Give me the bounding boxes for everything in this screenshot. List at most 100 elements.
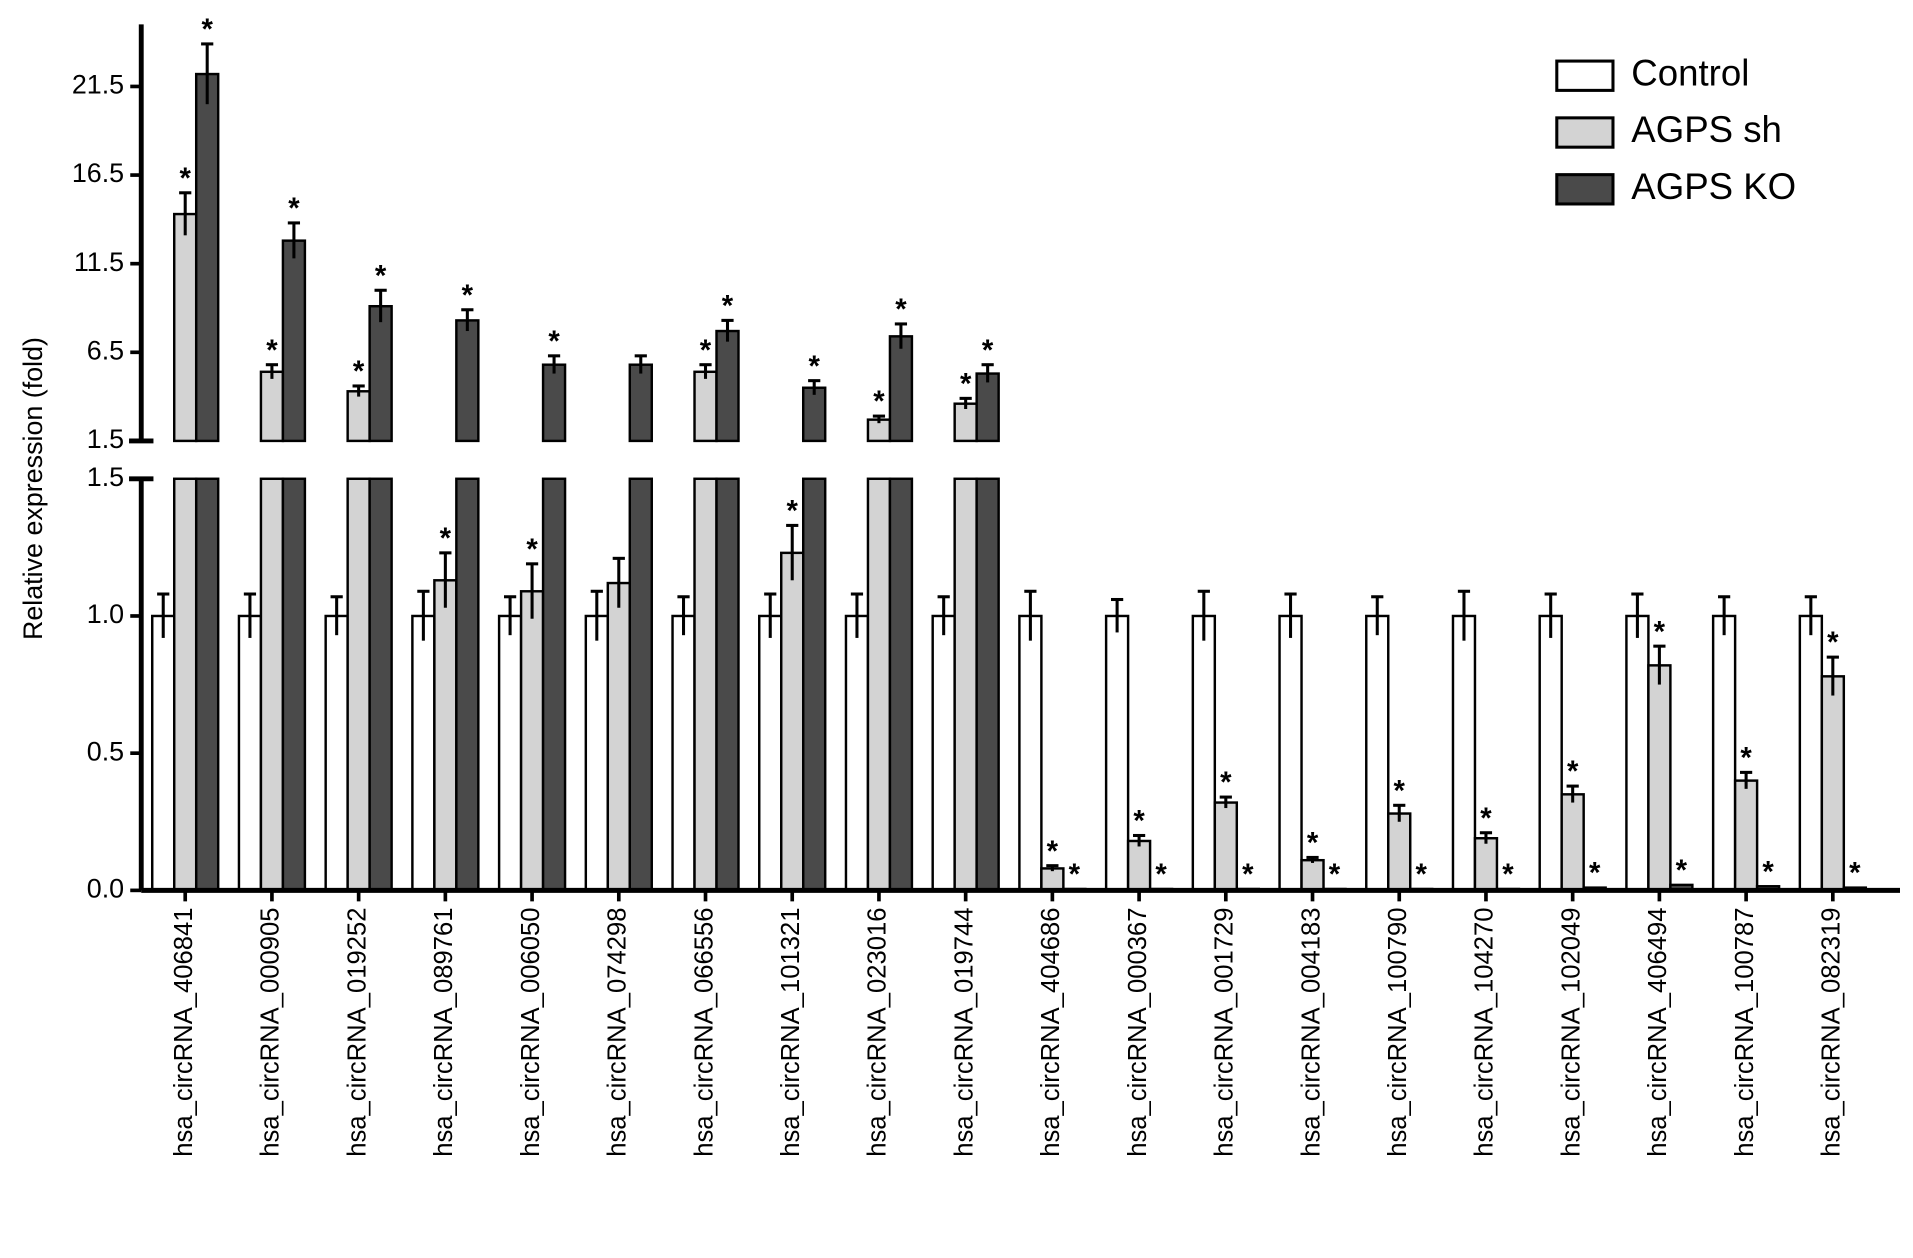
bar (519, 590, 545, 892)
bar (259, 477, 285, 892)
bar (497, 614, 523, 892)
bar (1733, 779, 1759, 892)
x-tick-label: hsa_circRNA_102049 (1557, 907, 1585, 1156)
bar (346, 390, 371, 443)
y-tick-label: 0.5 (87, 736, 124, 766)
x-tick-label: hsa_circRNA_406841 (170, 907, 198, 1156)
significance-star: * (526, 533, 538, 566)
bar (281, 477, 307, 892)
x-tick-label: hsa_circRNA_100790 (1384, 907, 1412, 1156)
bar (433, 579, 458, 892)
significance-star: * (1329, 858, 1341, 891)
bar (975, 372, 1000, 443)
y-tick-label: 0.0 (87, 873, 124, 903)
y-tick-label: 1.5 (87, 424, 124, 454)
bar (844, 614, 870, 892)
x-tick-label: hsa_circRNA_089761 (430, 907, 458, 1156)
legend-swatch (1555, 116, 1615, 149)
significance-star: * (1676, 854, 1688, 887)
bar (1040, 867, 1065, 892)
significance-star: * (982, 334, 994, 367)
bar (1473, 837, 1499, 892)
legend-label: AGPS KO (1631, 166, 1796, 207)
bar (801, 477, 827, 892)
bar (975, 477, 1000, 892)
bar (888, 477, 914, 892)
bar (172, 212, 198, 443)
bar (1711, 614, 1737, 892)
bar (1820, 675, 1846, 892)
significance-star: * (1394, 774, 1406, 807)
bar (281, 239, 307, 443)
y-tick-label: 1.5 (87, 462, 124, 492)
bar (368, 477, 393, 892)
x-tick-label: hsa_circRNA_082319 (1818, 907, 1846, 1156)
x-tick-label: hsa_circRNA_001729 (1211, 907, 1239, 1156)
bar (411, 614, 436, 892)
legend-swatch (1555, 173, 1615, 206)
x-tick-label: hsa_circRNA_066556 (690, 907, 718, 1156)
bar (455, 319, 480, 443)
y-tick-label: 21.5 (72, 70, 124, 100)
significance-star: * (1069, 858, 1081, 891)
bar (151, 614, 176, 892)
bar (715, 477, 740, 892)
bar (1625, 614, 1650, 892)
y-axis-label: Relative expression (fold) (18, 337, 48, 640)
significance-star: * (353, 355, 365, 388)
bar (953, 402, 978, 443)
significance-star: * (1480, 802, 1492, 835)
bar (324, 614, 349, 892)
significance-star: * (1740, 741, 1752, 774)
bar (346, 477, 371, 892)
significance-star: * (462, 279, 474, 312)
bar (259, 370, 285, 443)
bar (455, 477, 480, 892)
significance-star: * (548, 325, 560, 358)
bar (584, 614, 610, 892)
bar (628, 477, 653, 892)
x-tick-label: hsa_circRNA_000905 (257, 907, 285, 1156)
significance-star: * (1416, 858, 1428, 891)
bar (1365, 614, 1390, 892)
significance-star: * (1589, 857, 1601, 890)
x-tick-label: hsa_circRNA_101321 (777, 907, 805, 1156)
bar (1213, 801, 1239, 892)
bar (671, 614, 696, 892)
significance-star: * (722, 290, 734, 323)
legend-swatch (1555, 59, 1615, 92)
x-tick-label: hsa_circRNA_019744 (950, 907, 978, 1156)
x-tick-label: hsa_circRNA_023016 (864, 907, 892, 1156)
bar (953, 477, 978, 892)
bar (780, 551, 805, 892)
legend-label: Control (1631, 52, 1749, 93)
significance-star: * (375, 259, 387, 292)
significance-star: * (1849, 857, 1861, 890)
bar (931, 614, 956, 892)
bar (693, 370, 718, 443)
significance-star: * (809, 350, 821, 383)
bar (888, 335, 914, 443)
bar (1560, 793, 1585, 892)
bar (237, 614, 263, 892)
significance-star: * (1567, 755, 1579, 788)
y-tick-label: 11.5 (74, 247, 124, 277)
legend-label: AGPS sh (1631, 109, 1782, 150)
significance-star: * (1502, 858, 1514, 891)
significance-star: * (1827, 626, 1839, 659)
significance-star: * (201, 13, 213, 46)
bar (1647, 664, 1672, 892)
significance-star: * (266, 334, 278, 367)
bar (1451, 614, 1477, 892)
significance-star: * (873, 385, 885, 418)
significance-star: * (1242, 858, 1254, 891)
bar (801, 386, 827, 443)
bar (194, 72, 220, 443)
y-tick-label: 16.5 (72, 158, 124, 188)
bar (541, 363, 567, 443)
x-tick-label: hsa_circRNA_004183 (1297, 907, 1325, 1156)
bar (866, 477, 892, 892)
y-tick-label: 1.0 (87, 599, 124, 629)
bar (194, 477, 220, 892)
